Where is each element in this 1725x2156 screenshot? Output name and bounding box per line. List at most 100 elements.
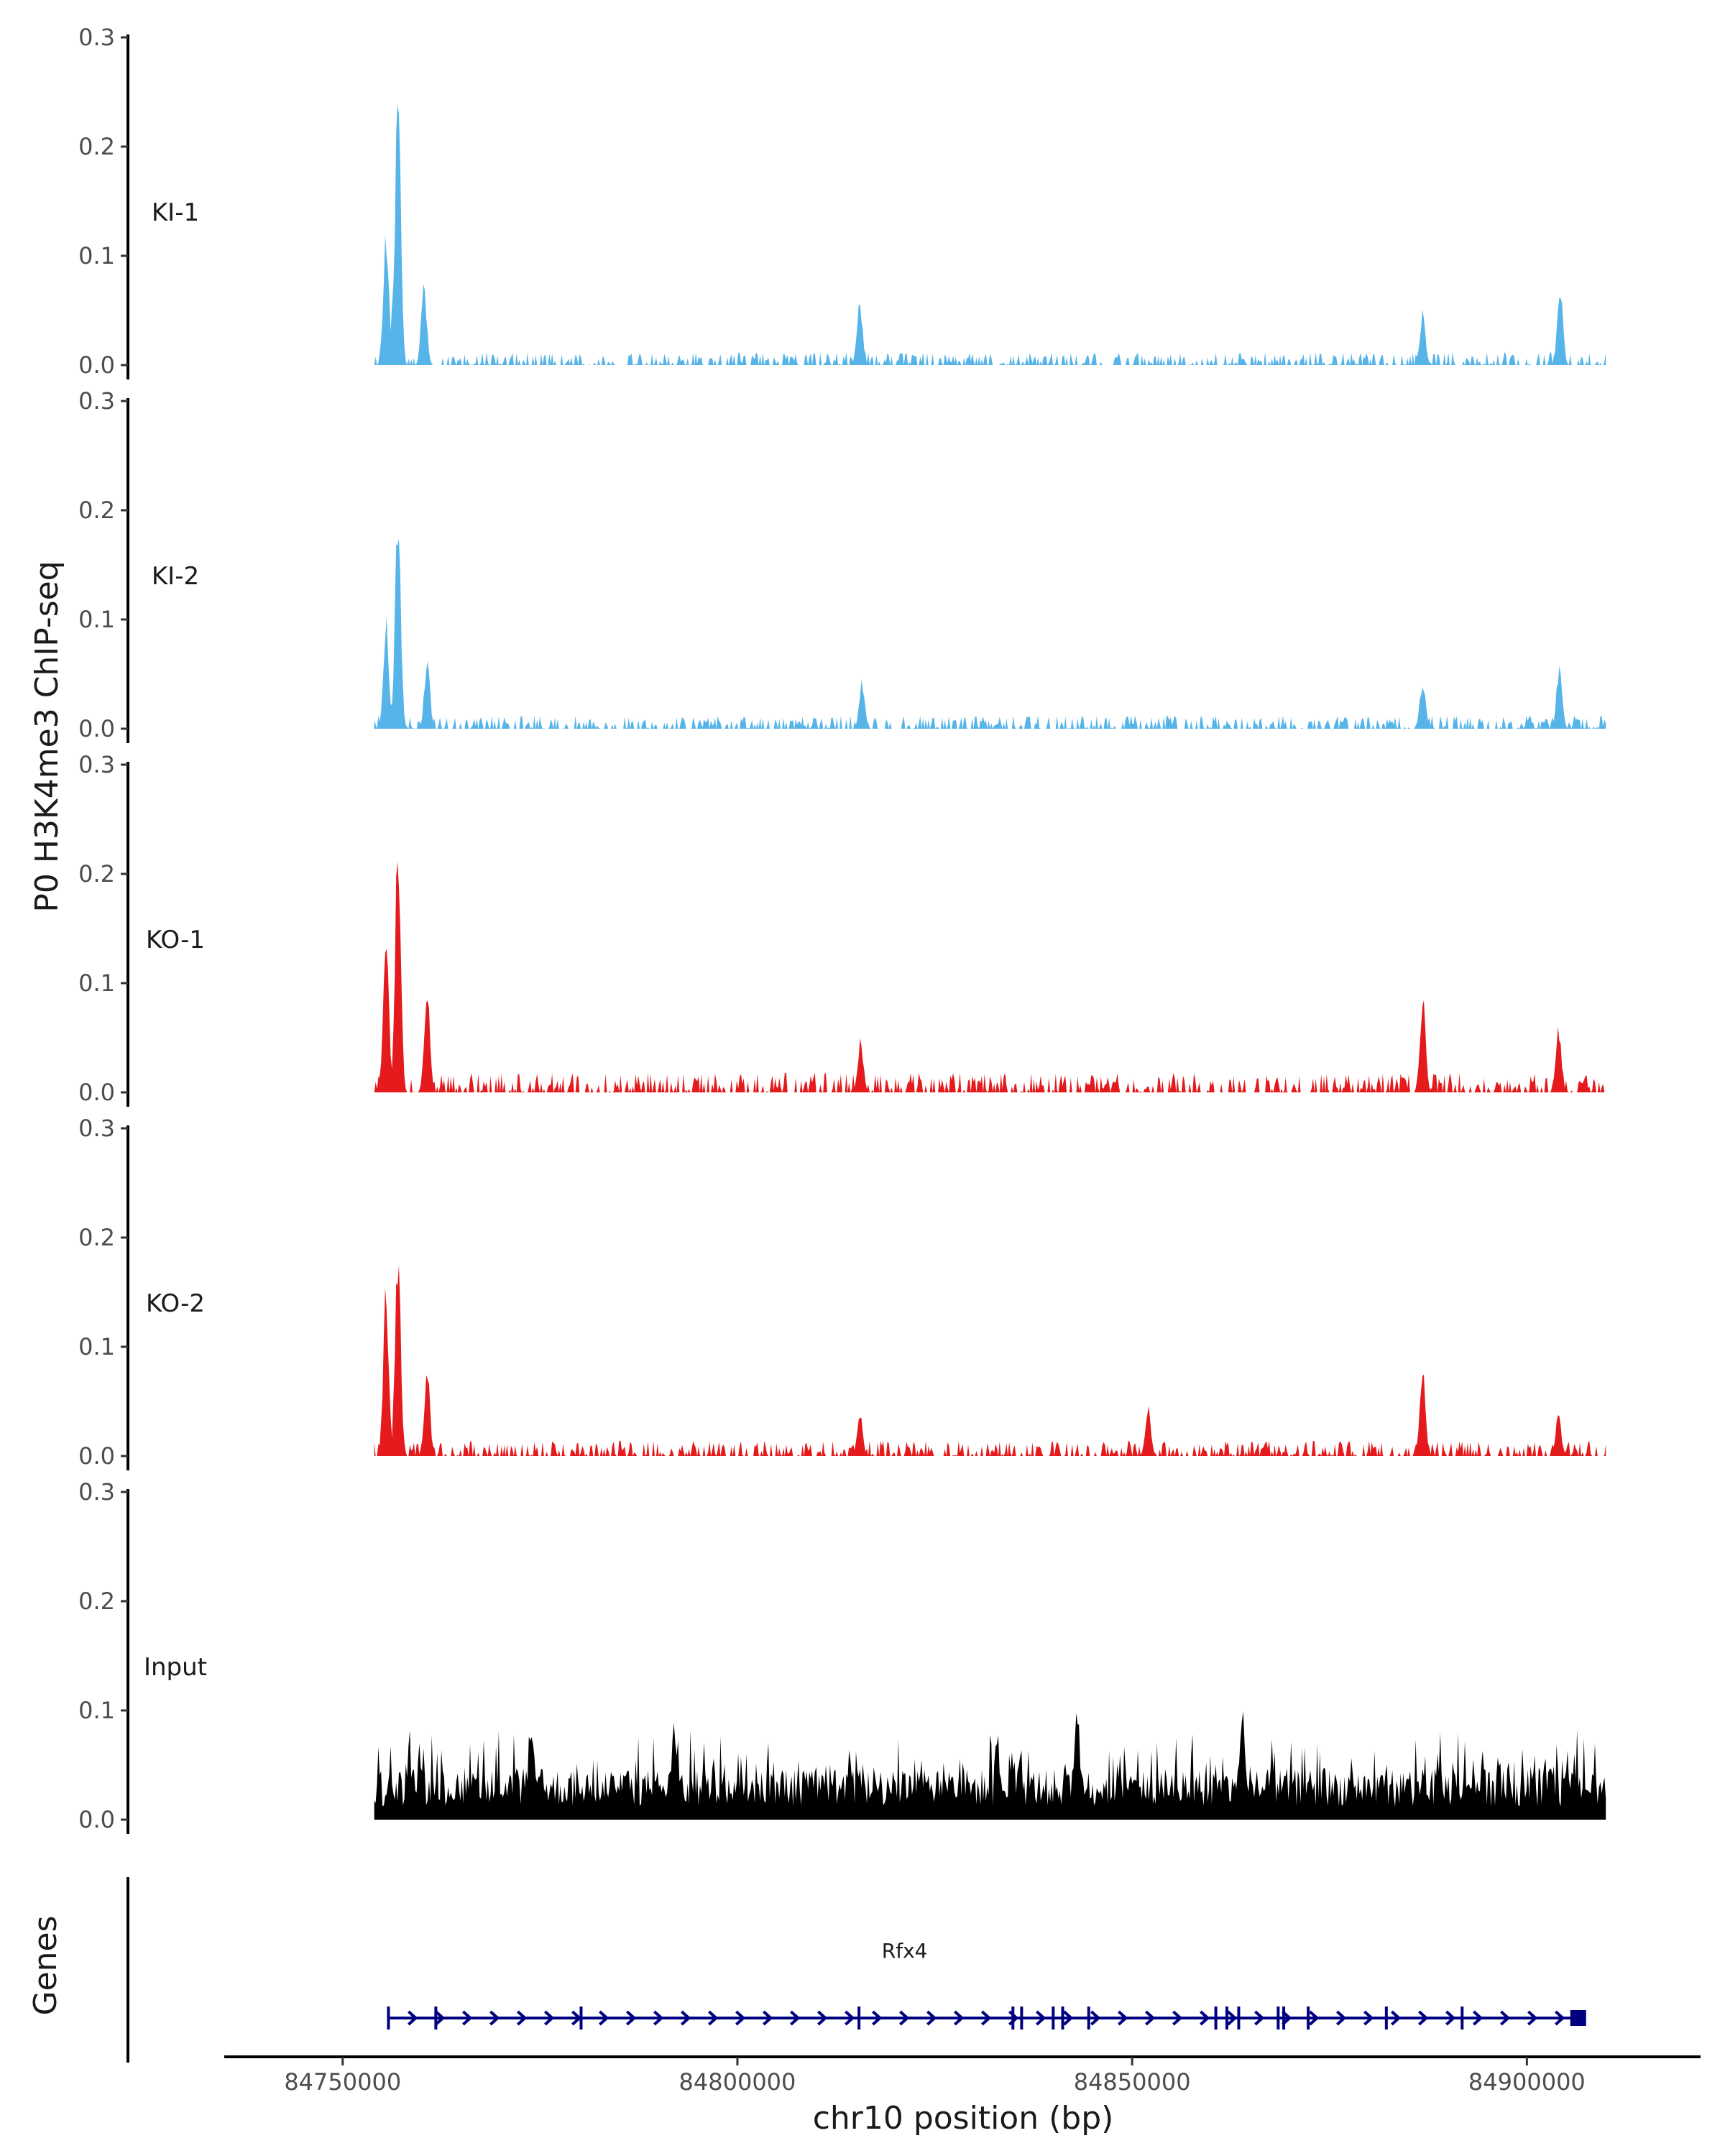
strand-arrow [981,2010,992,2026]
strand-arrow [1363,2010,1374,2026]
exon [387,2007,390,2030]
exon [857,2007,861,2030]
strand-arrow [1527,2010,1538,2026]
strand-arrow [845,2010,855,2026]
strand-arrow [626,2010,637,2026]
exon [579,2007,583,2030]
track-label: Input [144,1653,207,1682]
strand-arrow [1036,2010,1046,2026]
strand-arrow [817,2010,828,2026]
y-tick-label: 0.3 [78,1478,115,1506]
y-tick-label: 0.2 [78,133,115,160]
track-label: KO-2 [146,1289,205,1318]
y-tick-label: 0.1 [78,1697,115,1724]
exon [1052,2007,1055,2030]
y-tick-label: 0.2 [78,1588,115,1615]
strand-arrow [790,2010,801,2026]
strand-arrow [599,2010,610,2026]
exon [1061,2007,1064,2030]
y-tick-label: 0.0 [78,1806,115,1833]
strand-arrow [899,2010,910,2026]
strand-arrow [763,2010,773,2026]
exon [1087,2007,1090,2030]
exon [434,2007,438,2030]
x-axis-title: chr10 position (bp) [813,2100,1114,2137]
signal-area [374,1711,1606,1820]
x-tick-label: 84800000 [679,2068,796,2096]
x-axis: 84750000 84800000 84850000 84900000 [224,2055,1701,2096]
strand-arrow [1145,2010,1156,2026]
strand-arrow [1172,2010,1183,2026]
y-tick-label: 0.0 [78,1079,115,1106]
strand-arrow [708,2010,719,2026]
strand-arrow [408,2010,418,2026]
signal-area [374,104,1606,365]
strand-arrow [1391,2010,1402,2026]
exon [1011,2007,1015,2030]
strand-arrow [1118,2010,1128,2026]
exon [1225,2007,1228,2030]
exon [1237,2007,1241,2030]
exon [1282,2007,1286,2030]
signal-area [374,1265,1606,1456]
strand-arrow [1200,2010,1210,2026]
track-ki-2: 0.0 0.1 0.2 0.3 KI-2 [78,387,1606,743]
y-tick-label: 0.2 [78,1224,115,1251]
track-ko-2: 0.0 0.1 0.2 0.3 KO-2 [78,1115,1606,1470]
y-tick-label: 0.0 [78,351,115,379]
signal-area [374,538,1606,729]
y-tick-label: 0.2 [78,860,115,888]
x-tick-label: 84750000 [284,2068,401,2096]
exon [1214,2007,1218,2030]
strand-arrow [954,2010,965,2026]
strand-arrow [462,2010,473,2026]
strand-arrow [1500,2010,1511,2026]
signal-tracks: 0.00.10.20.3KI-10.00.10.20.3KI-20.00.10.… [78,24,1606,1834]
exon [1020,2007,1024,2030]
track-input: 0.0 0.1 0.2 0.3 Input [78,1478,1606,1834]
strand-arrow [1336,2010,1347,2026]
strand-arrow [681,2010,691,2026]
track-label: KI-1 [152,198,199,227]
strand-arrow [571,2010,582,2026]
x-tick-label: 84850000 [1074,2068,1191,2096]
y-tick-label: 0.0 [78,1442,115,1470]
strand-arrow [1227,2010,1238,2026]
gene-track: Rfx4 [126,1877,1586,2063]
y-tick-label: 0.3 [78,751,115,778]
y-tick-label: 0.3 [78,24,115,51]
strand-arrow [653,2010,664,2026]
signal-area [374,862,1606,1092]
strand-arrow [1418,2010,1429,2026]
track-label: KI-2 [152,562,199,591]
strand-arrow [926,2010,937,2026]
y-axis-title: P0 H3K4me3 ChIP-seq [29,561,65,912]
strand-arrow [1445,2010,1456,2026]
strand-arrow [1309,2010,1320,2026]
strand-arrow [435,2010,446,2026]
exon [1276,2007,1280,2030]
strand-arrow [517,2010,528,2026]
strand-arrow [1254,2010,1265,2026]
exon [1460,2007,1464,2030]
exon [1384,2007,1388,2030]
exon [1570,2010,1586,2026]
y-tick-label: 0.1 [78,1333,115,1360]
strand-arrow [1063,2010,1074,2026]
strand-arrow [489,2010,500,2026]
strand-arrow [872,2010,883,2026]
y-tick-label: 0.1 [78,242,115,270]
genes-axis-title: Genes [27,1915,64,2015]
exon [1307,2007,1310,2030]
strand-arrow [1090,2010,1101,2026]
y-tick-label: 0.2 [78,497,115,524]
y-tick-label: 0.1 [78,969,115,997]
y-tick-label: 0.3 [78,387,115,415]
strand-arrow [544,2010,555,2026]
track-ki-1: 0.0 0.1 0.2 0.3 KI-1 [78,24,1606,379]
y-tick-label: 0.0 [78,715,115,742]
track-ko-1: 0.0 0.1 0.2 0.3 KO-1 [78,751,1606,1107]
x-tick-label: 84900000 [1468,2068,1586,2096]
y-tick-label: 0.3 [78,1115,115,1142]
